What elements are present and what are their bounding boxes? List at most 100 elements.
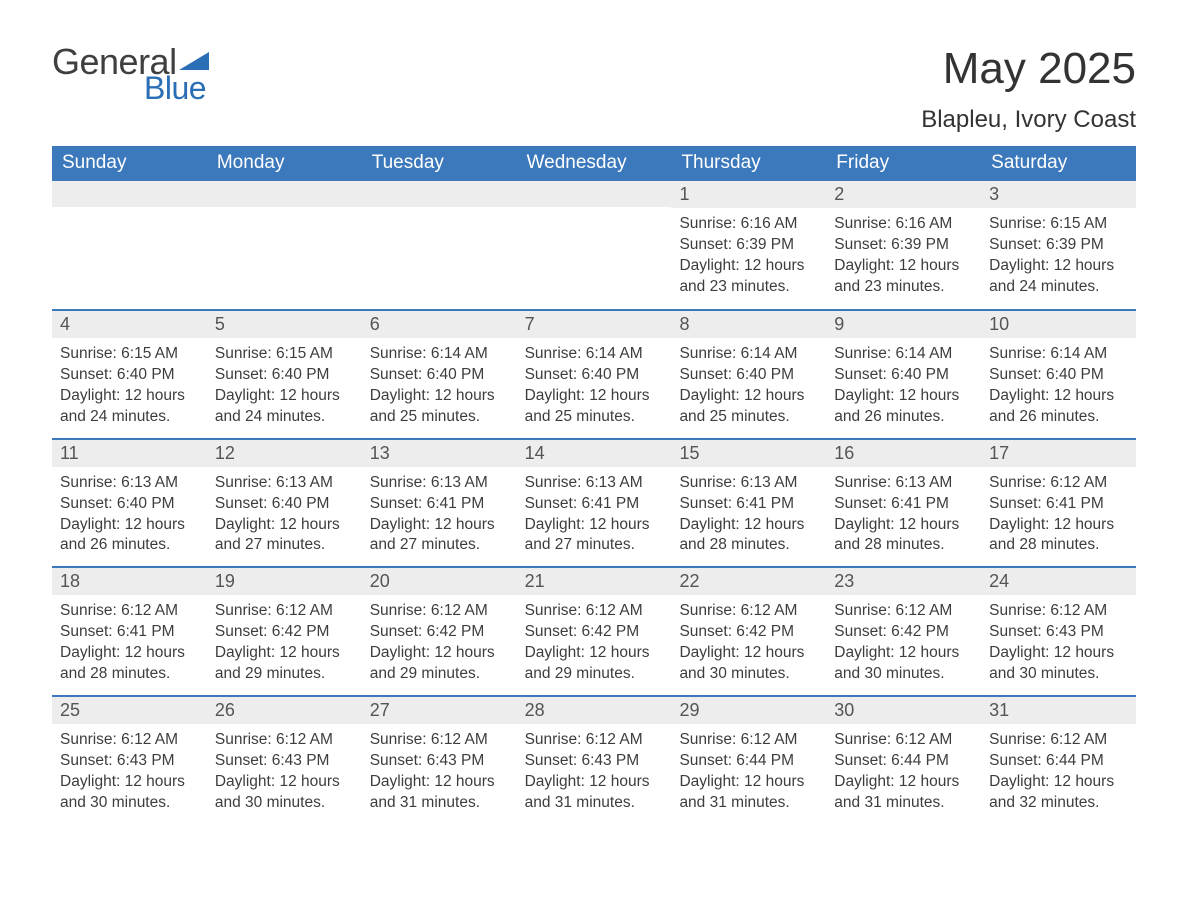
day-daylight1: Daylight: 12 hours [525,643,664,664]
day-daylight2: and 26 minutes. [60,535,199,556]
weekday-wednesday: Wednesday [517,146,672,181]
day-number: 27 [362,697,517,724]
day-daylight2: and 30 minutes. [834,664,973,685]
day-cell: 15Sunrise: 6:13 AMSunset: 6:41 PMDayligh… [671,440,826,567]
day-number: 20 [362,568,517,595]
day-number: 9 [826,311,981,338]
day-sunset: Sunset: 6:43 PM [60,751,199,772]
day-sunset: Sunset: 6:43 PM [525,751,664,772]
month-title: May 2025 [921,44,1136,94]
day-daylight1: Daylight: 12 hours [60,772,199,793]
day-cell: 9Sunrise: 6:14 AMSunset: 6:40 PMDaylight… [826,311,981,438]
day-body: Sunrise: 6:15 AMSunset: 6:40 PMDaylight:… [52,338,207,438]
day-daylight1: Daylight: 12 hours [989,256,1128,277]
day-cell: 6Sunrise: 6:14 AMSunset: 6:40 PMDaylight… [362,311,517,438]
day-daylight1: Daylight: 12 hours [215,643,354,664]
day-number [207,181,362,207]
day-daylight2: and 29 minutes. [215,664,354,685]
day-daylight2: and 29 minutes. [370,664,509,685]
day-cell: 2Sunrise: 6:16 AMSunset: 6:39 PMDaylight… [826,181,981,309]
day-body: Sunrise: 6:14 AMSunset: 6:40 PMDaylight:… [517,338,672,438]
weekday-sunday: Sunday [52,146,207,181]
day-sunset: Sunset: 6:40 PM [215,365,354,386]
location-label: Blapleu, Ivory Coast [921,106,1136,134]
day-sunset: Sunset: 6:42 PM [525,622,664,643]
day-body: Sunrise: 6:12 AMSunset: 6:42 PMDaylight:… [207,595,362,695]
day-cell: 18Sunrise: 6:12 AMSunset: 6:41 PMDayligh… [52,568,207,695]
day-sunset: Sunset: 6:40 PM [370,365,509,386]
day-cell: 29Sunrise: 6:12 AMSunset: 6:44 PMDayligh… [671,697,826,824]
day-daylight2: and 24 minutes. [60,407,199,428]
weekday-monday: Monday [207,146,362,181]
day-body: Sunrise: 6:13 AMSunset: 6:40 PMDaylight:… [52,467,207,567]
day-cell: 8Sunrise: 6:14 AMSunset: 6:40 PMDaylight… [671,311,826,438]
weeks-container: 1Sunrise: 6:16 AMSunset: 6:39 PMDaylight… [52,181,1136,824]
day-cell: 1Sunrise: 6:16 AMSunset: 6:39 PMDaylight… [671,181,826,309]
week-row: 11Sunrise: 6:13 AMSunset: 6:40 PMDayligh… [52,438,1136,567]
day-daylight2: and 30 minutes. [215,793,354,814]
day-sunrise: Sunrise: 6:12 AM [370,601,509,622]
day-sunrise: Sunrise: 6:13 AM [215,473,354,494]
day-cell: 24Sunrise: 6:12 AMSunset: 6:43 PMDayligh… [981,568,1136,695]
day-daylight1: Daylight: 12 hours [370,515,509,536]
day-daylight1: Daylight: 12 hours [679,515,818,536]
day-body: Sunrise: 6:14 AMSunset: 6:40 PMDaylight:… [671,338,826,438]
day-sunrise: Sunrise: 6:16 AM [834,214,973,235]
day-sunset: Sunset: 6:40 PM [679,365,818,386]
day-daylight2: and 32 minutes. [989,793,1128,814]
week-row: 18Sunrise: 6:12 AMSunset: 6:41 PMDayligh… [52,566,1136,695]
day-cell: 23Sunrise: 6:12 AMSunset: 6:42 PMDayligh… [826,568,981,695]
logo-word-blue: Blue [144,72,209,104]
day-sunset: Sunset: 6:43 PM [989,622,1128,643]
day-sunset: Sunset: 6:41 PM [370,494,509,515]
day-number: 2 [826,181,981,208]
day-sunrise: Sunrise: 6:13 AM [834,473,973,494]
day-daylight1: Daylight: 12 hours [215,772,354,793]
day-cell: 16Sunrise: 6:13 AMSunset: 6:41 PMDayligh… [826,440,981,567]
day-sunset: Sunset: 6:40 PM [60,365,199,386]
day-cell: 27Sunrise: 6:12 AMSunset: 6:43 PMDayligh… [362,697,517,824]
day-cell: 4Sunrise: 6:15 AMSunset: 6:40 PMDaylight… [52,311,207,438]
day-daylight2: and 25 minutes. [525,407,664,428]
day-daylight2: and 30 minutes. [989,664,1128,685]
day-cell: 20Sunrise: 6:12 AMSunset: 6:42 PMDayligh… [362,568,517,695]
day-number: 10 [981,311,1136,338]
day-sunrise: Sunrise: 6:12 AM [989,601,1128,622]
day-daylight2: and 28 minutes. [989,535,1128,556]
day-sunrise: Sunrise: 6:16 AM [679,214,818,235]
day-sunrise: Sunrise: 6:12 AM [989,473,1128,494]
day-sunset: Sunset: 6:40 PM [989,365,1128,386]
title-block: May 2025 Blapleu, Ivory Coast [921,44,1136,134]
day-number: 6 [362,311,517,338]
day-body: Sunrise: 6:16 AMSunset: 6:39 PMDaylight:… [671,208,826,308]
day-sunrise: Sunrise: 6:14 AM [834,344,973,365]
day-cell: 19Sunrise: 6:12 AMSunset: 6:42 PMDayligh… [207,568,362,695]
day-sunset: Sunset: 6:39 PM [679,235,818,256]
day-cell: 25Sunrise: 6:12 AMSunset: 6:43 PMDayligh… [52,697,207,824]
day-daylight1: Daylight: 12 hours [679,643,818,664]
day-cell [362,181,517,309]
day-sunrise: Sunrise: 6:12 AM [60,601,199,622]
day-number: 18 [52,568,207,595]
day-body: Sunrise: 6:16 AMSunset: 6:39 PMDaylight:… [826,208,981,308]
day-daylight1: Daylight: 12 hours [989,386,1128,407]
day-cell: 12Sunrise: 6:13 AMSunset: 6:40 PMDayligh… [207,440,362,567]
day-sunrise: Sunrise: 6:14 AM [989,344,1128,365]
day-daylight1: Daylight: 12 hours [370,386,509,407]
day-number [517,181,672,207]
day-daylight2: and 26 minutes. [834,407,973,428]
day-daylight2: and 29 minutes. [525,664,664,685]
day-number: 17 [981,440,1136,467]
day-number: 22 [671,568,826,595]
day-sunset: Sunset: 6:42 PM [370,622,509,643]
day-sunset: Sunset: 6:39 PM [989,235,1128,256]
day-cell: 31Sunrise: 6:12 AMSunset: 6:44 PMDayligh… [981,697,1136,824]
day-daylight2: and 28 minutes. [834,535,973,556]
day-body: Sunrise: 6:14 AMSunset: 6:40 PMDaylight:… [981,338,1136,438]
day-daylight1: Daylight: 12 hours [60,386,199,407]
day-cell: 17Sunrise: 6:12 AMSunset: 6:41 PMDayligh… [981,440,1136,567]
day-daylight1: Daylight: 12 hours [834,515,973,536]
day-cell: 30Sunrise: 6:12 AMSunset: 6:44 PMDayligh… [826,697,981,824]
page-header: General Blue May 2025 Blapleu, Ivory Coa… [52,44,1136,134]
day-daylight1: Daylight: 12 hours [60,515,199,536]
